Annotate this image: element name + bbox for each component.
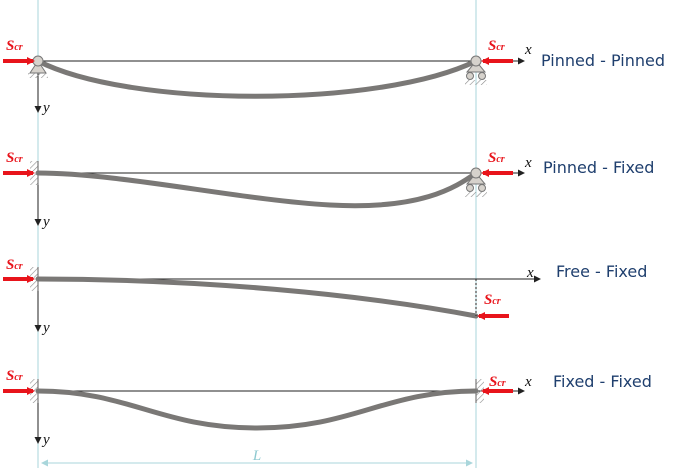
x-axis-label: x [524, 374, 532, 390]
y-axis-label: y [41, 100, 50, 116]
deflected-beam [35, 276, 479, 319]
case-label: Fixed - Fixed [553, 372, 652, 391]
case-label: Pinned - Pinned [541, 51, 665, 70]
deflected-beam [35, 388, 479, 431]
force-label-right: Scr [488, 150, 505, 166]
force-label-right: Scr [489, 374, 506, 390]
x-axis-label: x [524, 155, 532, 171]
case-fixed-fixed: x y Scr Scr Fixed - Fixed [3, 368, 652, 448]
deflected-beam [35, 58, 479, 99]
case-pinned-pinned: x y Scr Scr Pinned - Pinned [3, 38, 665, 116]
y-axis-label: y [41, 320, 50, 336]
force-label-left: Scr [6, 38, 23, 54]
x-axis-label: x [524, 42, 532, 58]
case-pinned-fixed: x y Scr Scr Pinned - Fixed [3, 150, 654, 230]
pin-support-left [28, 55, 48, 78]
case-label: Free - Fixed [556, 262, 647, 281]
x-axis-label: x [526, 265, 534, 281]
y-axis-label: y [41, 432, 50, 448]
y-axis-label: y [41, 214, 50, 230]
force-label-left: Scr [6, 150, 23, 166]
force-label-left: Scr [6, 368, 23, 384]
case-label: Pinned - Fixed [543, 158, 654, 177]
force-label-left: Scr [6, 257, 23, 273]
force-label-right: Scr [484, 292, 501, 308]
roller-support-right [465, 167, 487, 197]
roller-support-right [465, 55, 487, 85]
deflected-beam [35, 170, 479, 209]
dimension-label: L [252, 448, 261, 464]
case-free-fixed: x y Scr Scr Free - Fixed [3, 257, 647, 336]
force-label-right: Scr [488, 38, 505, 54]
length-dimension: L [41, 448, 473, 467]
fixed-support-right [475, 379, 484, 403]
